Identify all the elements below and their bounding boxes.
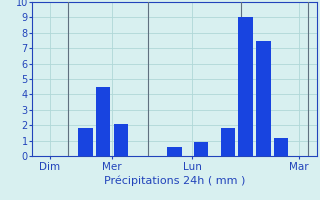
Bar	[167, 147, 181, 156]
Bar	[96, 87, 110, 156]
Bar	[256, 40, 270, 156]
X-axis label: Précipitations 24h ( mm ): Précipitations 24h ( mm )	[104, 176, 245, 186]
Bar	[274, 138, 288, 156]
Bar	[114, 124, 128, 156]
Bar	[194, 142, 208, 156]
Bar	[78, 128, 92, 156]
Bar	[238, 17, 253, 156]
Bar	[221, 128, 235, 156]
